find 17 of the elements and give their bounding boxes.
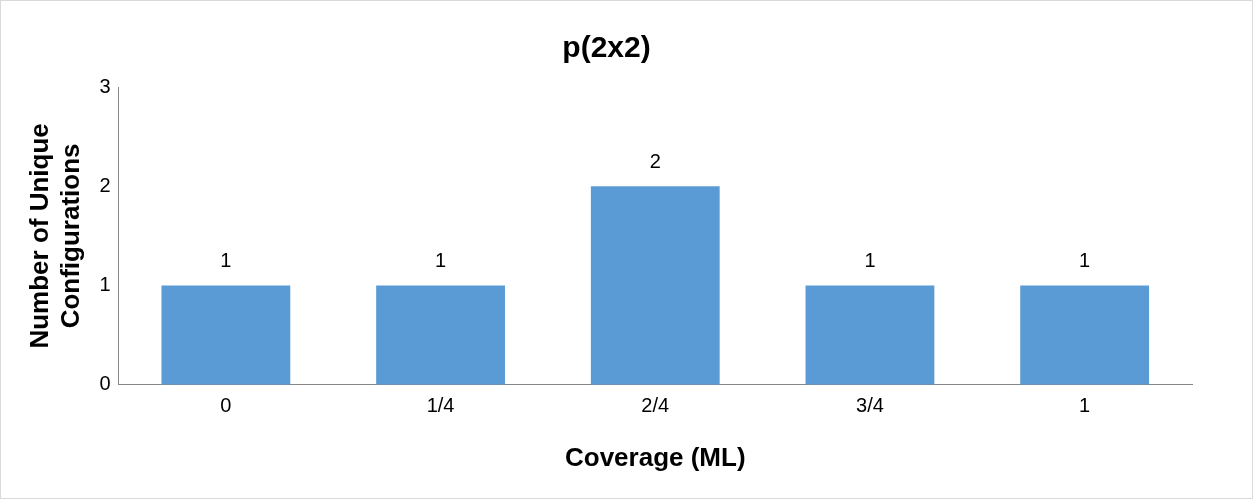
data-label: 1 (1079, 249, 1091, 272)
chart-title: p(2x2) (562, 30, 651, 64)
data-label: 1 (864, 249, 876, 272)
x-tick-label: 1 (1079, 394, 1091, 417)
x-axis-title: Coverage (ML) (564, 441, 746, 472)
y-tick-label: 0 (99, 372, 111, 395)
data-label: 1 (435, 249, 447, 272)
y-tick-label: 3 (99, 74, 111, 97)
y-tick-label: 2 (99, 173, 111, 196)
x-tick-label: 1/4 (426, 394, 455, 417)
y-axis-title: Number of Unique Configurations (23, 123, 85, 349)
data-label: 2 (649, 149, 661, 172)
y-tick-label: 1 (99, 273, 111, 296)
x-tick-label: 2/4 (641, 394, 670, 417)
x-tick-label: 3/4 (856, 394, 884, 417)
data-label: 1 (220, 249, 232, 272)
x-tick-label: 0 (220, 394, 232, 417)
